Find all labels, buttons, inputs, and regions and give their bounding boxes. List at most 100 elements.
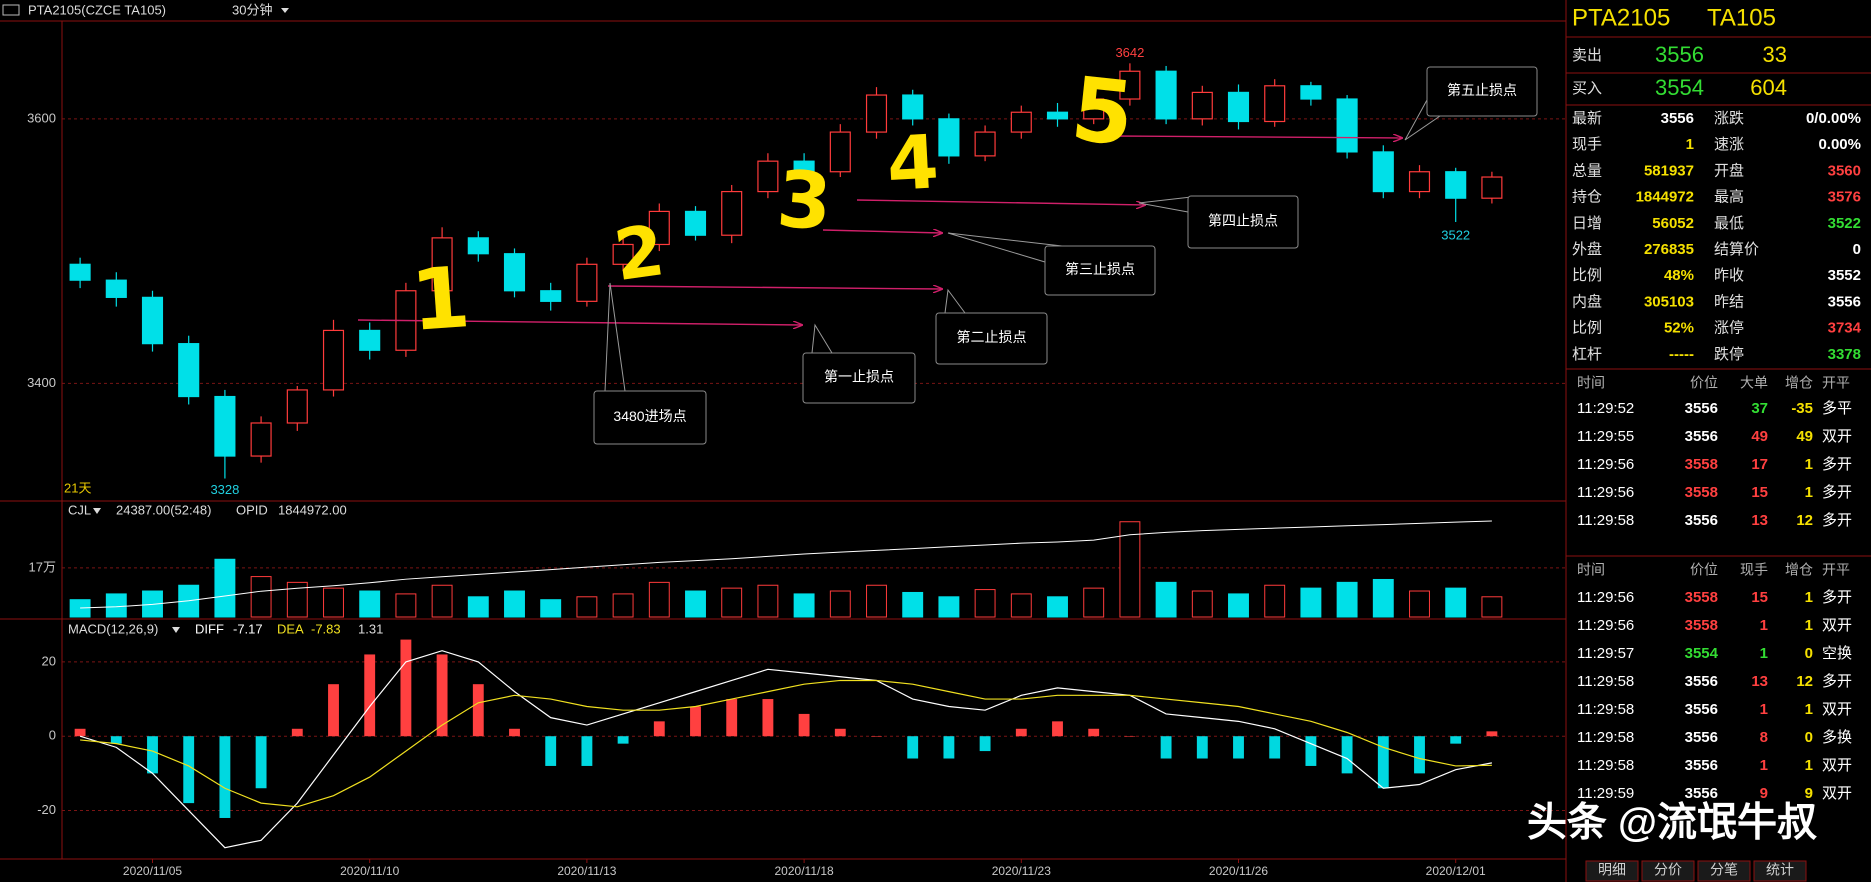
period-selector[interactable]: 30分钟 — [232, 2, 272, 17]
macd-series-value: -7.17 — [233, 621, 263, 636]
macd-histogram-bar — [509, 728, 520, 737]
stat-label: 昨结 — [1714, 293, 1744, 310]
macd-series-name: DIFF — [195, 621, 224, 636]
volume-bar — [359, 590, 381, 618]
trade-cell: 3556 — [1685, 785, 1718, 802]
tab[interactable] — [1585, 860, 1639, 882]
trade-cell: 1 — [1760, 757, 1768, 774]
trade-cell: -35 — [1791, 400, 1813, 417]
stat-value: 3522 — [1828, 215, 1861, 232]
trade-cell: 多平 — [1822, 400, 1852, 417]
trade-cell: 双开 — [1822, 617, 1852, 634]
stat-value: 581937 — [1644, 162, 1694, 179]
candle-body — [865, 94, 888, 133]
trade-cell: 37 — [1751, 400, 1768, 417]
stat-value: 276835 — [1644, 241, 1694, 258]
dropdown-arrow[interactable] — [93, 508, 101, 514]
candle-body — [1119, 70, 1141, 100]
stat-label: 最新 — [1572, 110, 1602, 127]
trade-cell: 多开 — [1822, 589, 1852, 606]
opid-name: OPID — [236, 502, 268, 517]
stat-label: 昨收 — [1714, 267, 1744, 284]
chart-frames — [0, 0, 1567, 882]
stat-value: 3560 — [1828, 162, 1861, 179]
tab-label[interactable]: 分价 — [1654, 862, 1682, 878]
stat-value: 1 — [1686, 136, 1694, 153]
tab[interactable] — [1697, 860, 1751, 882]
tab-label[interactable]: 分笔 — [1710, 862, 1738, 878]
candle-body — [286, 389, 308, 424]
trade-cell: 11:29:57 — [1577, 645, 1634, 662]
quote-side-volume: 33 — [1763, 42, 1787, 67]
macd-histogram-bar — [472, 684, 484, 737]
trade-cell: 11:29:56 — [1577, 617, 1634, 634]
trade-cell: 12 — [1796, 512, 1813, 529]
tab[interactable] — [1753, 860, 1807, 882]
macd-histogram-bar — [1196, 736, 1208, 759]
candle-body — [1336, 98, 1358, 153]
trade-cell: 49 — [1751, 428, 1768, 445]
tab-label[interactable]: 明细 — [1598, 862, 1626, 878]
x-tick-label: 2020/11/10 — [340, 864, 399, 878]
volume-bar — [1010, 593, 1032, 618]
trade-cell: 11:29:55 — [1577, 428, 1634, 445]
stat-label: 现手 — [1572, 136, 1602, 153]
candle-body — [829, 131, 851, 173]
tab[interactable] — [1641, 860, 1695, 882]
candle-body — [467, 237, 489, 255]
trade-cell: 17 — [1751, 456, 1768, 473]
hand-drawn-digit: 5 — [1067, 57, 1139, 166]
y-tick-label: 20 — [42, 653, 56, 668]
macd-histogram-bar — [943, 736, 955, 759]
trade-cell: 3556 — [1685, 701, 1718, 718]
trade-cell: 9 — [1760, 785, 1768, 802]
dropdown-arrow[interactable] — [172, 627, 180, 633]
stat-value: 1844972 — [1636, 189, 1694, 206]
volume-bar — [685, 590, 706, 618]
low-label: 3328 — [210, 482, 239, 497]
stat-label: 外盘 — [1572, 240, 1602, 258]
quote-side-price: 3554 — [1655, 75, 1704, 100]
table-header: 增仓 — [1785, 375, 1813, 391]
trade-cell: 8 — [1760, 729, 1768, 746]
volume-name[interactable]: CJL — [68, 502, 91, 517]
candle-body — [1046, 111, 1069, 120]
macd-histogram-bar — [1341, 736, 1353, 774]
trade-cell: 11:29:58 — [1577, 729, 1634, 746]
macd-histogram-bar — [545, 736, 557, 766]
macd-histogram-bar — [1486, 731, 1498, 737]
trade-cell: 11:29:56 — [1577, 484, 1634, 501]
quote-code: TA105 — [1707, 4, 1776, 31]
toolbar: PTA2105(CZCE TA105) 30分钟 — [2, 2, 289, 17]
candle-body — [1155, 70, 1177, 120]
callout-box — [593, 390, 707, 445]
tab-label[interactable]: 统计 — [1766, 862, 1794, 878]
stat-label: 最低 — [1714, 215, 1744, 232]
macd-histogram-bar — [183, 736, 195, 804]
candle-body — [1445, 171, 1467, 199]
hand-drawn-digit: 1 — [408, 248, 473, 350]
trade-cell: 3556 — [1685, 757, 1718, 774]
period-dropdown-arrow[interactable] — [281, 8, 289, 13]
stat-value: 3556 — [1661, 110, 1694, 127]
volume-bar — [1264, 584, 1286, 618]
callout-box — [802, 352, 916, 404]
candle-body — [359, 329, 381, 351]
callout-text: 第二止损点 — [957, 329, 1027, 345]
y-tick-label: 0 — [49, 728, 56, 743]
stop-line — [357, 319, 802, 325]
stat-value: 0.00% — [1818, 136, 1861, 153]
stat-label: 比例 — [1572, 320, 1602, 337]
symbol-label[interactable]: PTA2105(CZCE TA105) — [28, 2, 166, 17]
stat-value: 305103 — [1644, 293, 1694, 310]
macd-histogram-bar — [219, 736, 231, 818]
trade-cell: 13 — [1751, 673, 1768, 690]
trade-cell: 3556 — [1685, 729, 1718, 746]
hand-drawn-digit: 4 — [885, 119, 941, 208]
stop-line — [607, 286, 942, 289]
stat-value: 48% — [1664, 267, 1694, 284]
layout-icon[interactable] — [2, 4, 20, 16]
trade-cell: 3554 — [1685, 645, 1719, 662]
candle-body — [576, 263, 598, 302]
macd-title[interactable]: MACD(12,26,9) — [68, 621, 158, 636]
